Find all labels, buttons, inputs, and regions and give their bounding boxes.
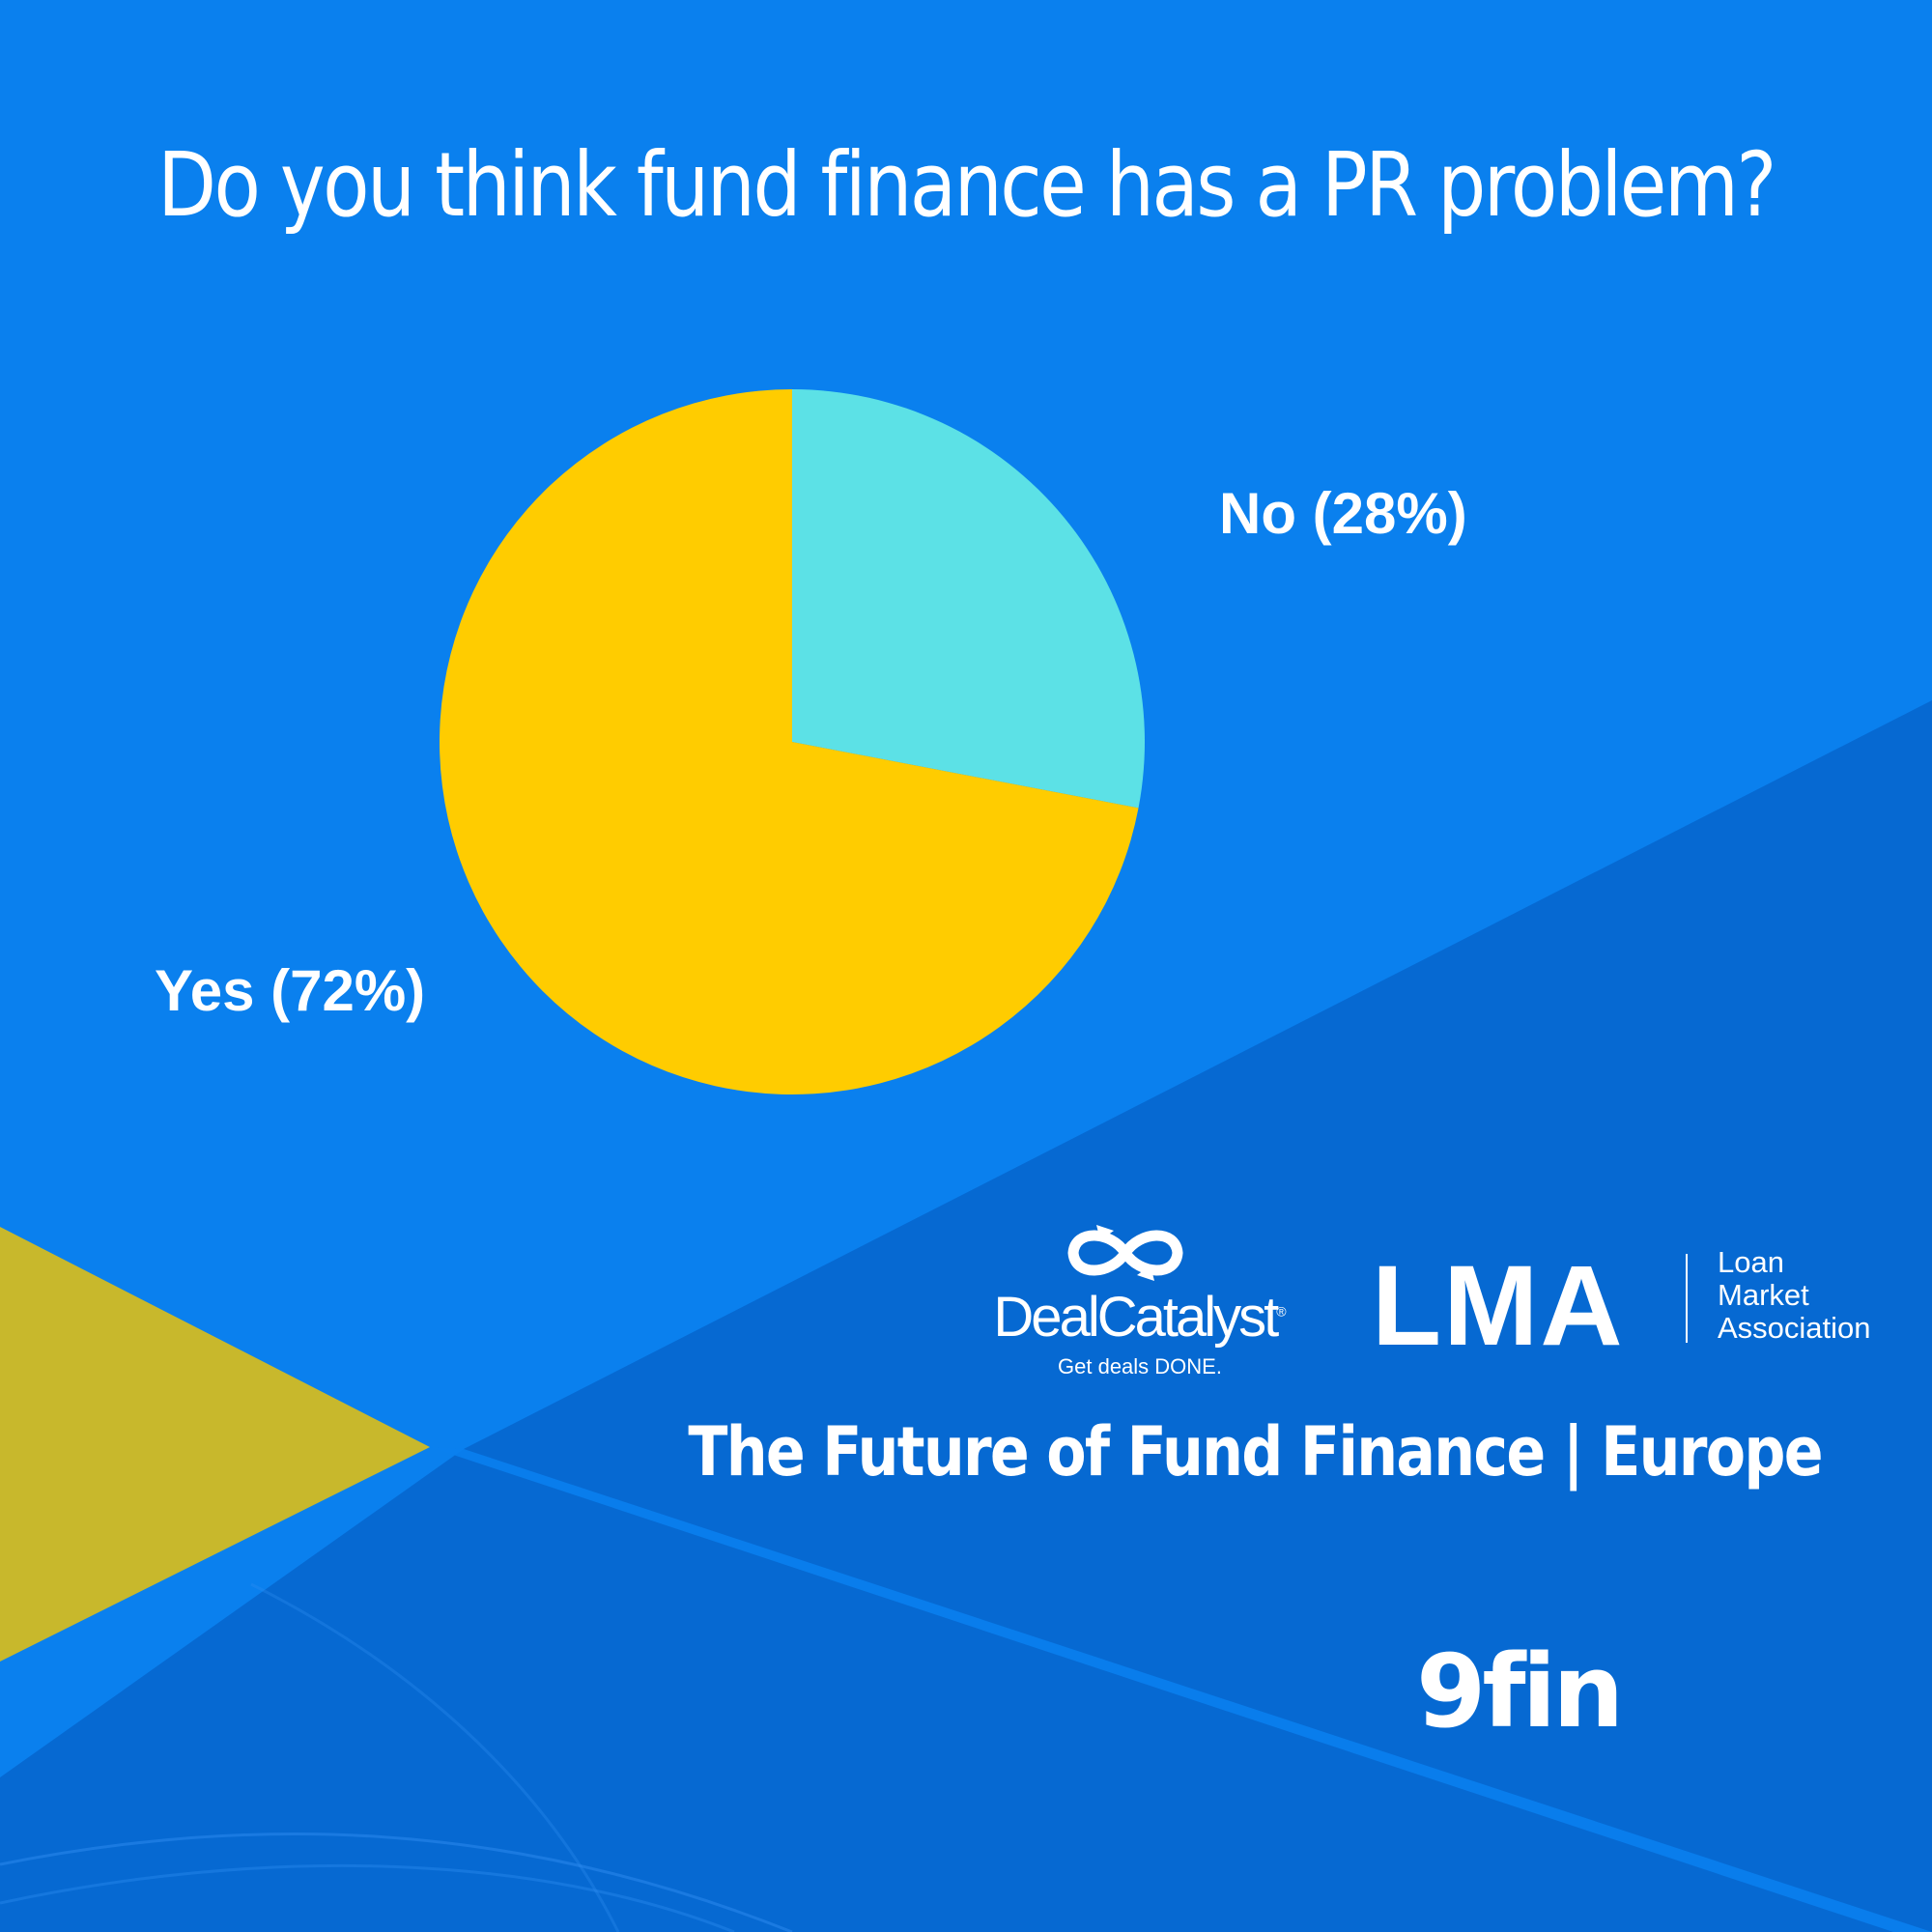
pie-slices bbox=[440, 389, 1145, 1095]
dealcatalyst-logo: DealCatalyst® Get deals DONE. bbox=[956, 1219, 1323, 1393]
light-diagonal-stripe bbox=[430, 1447, 1932, 1932]
infinity-arrows-icon bbox=[1067, 1225, 1183, 1281]
lma-full-name: Loan Market Association bbox=[1718, 1245, 1871, 1345]
dark-diagonal-band bbox=[0, 700, 1932, 1932]
decorative-curve-3 bbox=[250, 1582, 620, 1932]
event-title: The Future of Fund Finance | Europe bbox=[688, 1412, 1823, 1492]
lma-divider bbox=[1686, 1254, 1688, 1343]
lma-logo: LMA Loan Market Association bbox=[1372, 1242, 1913, 1370]
dealcatalyst-tagline: Get deals DONE. bbox=[1058, 1354, 1222, 1378]
decorative-curve-2 bbox=[0, 1863, 735, 1932]
pie-labels: No (28%) Yes (72%) bbox=[155, 481, 1467, 1023]
gold-triangle bbox=[0, 1227, 430, 1662]
slice-label-no: No (28%) bbox=[1219, 481, 1467, 546]
slice-label-yes: Yes (72%) bbox=[155, 958, 425, 1023]
ninefin-logo: 9fin bbox=[1416, 1633, 1624, 1750]
dealcatalyst-wordmark: DealCatalyst® bbox=[993, 1286, 1287, 1349]
pie-slice-yes bbox=[440, 389, 1139, 1095]
pie-slice-no bbox=[792, 389, 1145, 809]
lma-mark: LMA bbox=[1372, 1242, 1625, 1370]
chart-title: Do you think fund finance has a PR probl… bbox=[157, 133, 1776, 237]
decorative-curve-1 bbox=[0, 1832, 793, 1932]
